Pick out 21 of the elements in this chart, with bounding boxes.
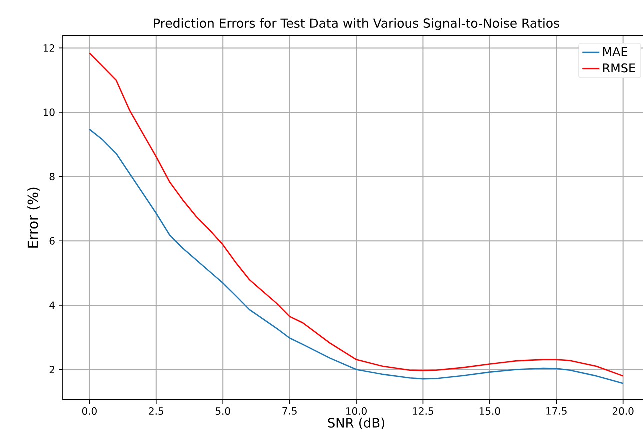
y-tick-label: 4 xyxy=(50,302,55,310)
x-tick-label: 0.0 xyxy=(82,407,97,416)
x-tick-label: 7.5 xyxy=(282,408,297,415)
x-tick-label: 2.5 xyxy=(149,407,164,416)
line-series xyxy=(89,128,624,384)
y-axis-title: Error (%) xyxy=(28,188,40,248)
legend-label: RMSE xyxy=(603,64,636,73)
y-tick-label: 8 xyxy=(50,173,55,181)
x-axis-title: SNR (dB) xyxy=(328,418,385,430)
y-tick-label: 10 xyxy=(44,108,55,116)
y-tick-label: 12 xyxy=(44,44,54,52)
x-tick-label: 20.0 xyxy=(612,407,634,416)
x-tick-label: 5.0 xyxy=(216,407,230,416)
x-tick-label: 17.5 xyxy=(546,408,567,415)
chart-title: Prediction Errors for Test Data with Various Signal-to-Noise Ratios xyxy=(154,18,560,30)
x-tick-label: 10.0 xyxy=(346,407,367,416)
legend-label: MAE xyxy=(603,47,628,56)
y-tick-label: 2 xyxy=(50,366,54,374)
x-tick-label: 12.5 xyxy=(413,407,434,416)
x-tick-label: 15.0 xyxy=(480,407,500,416)
y-tick-label: 6 xyxy=(50,237,55,245)
